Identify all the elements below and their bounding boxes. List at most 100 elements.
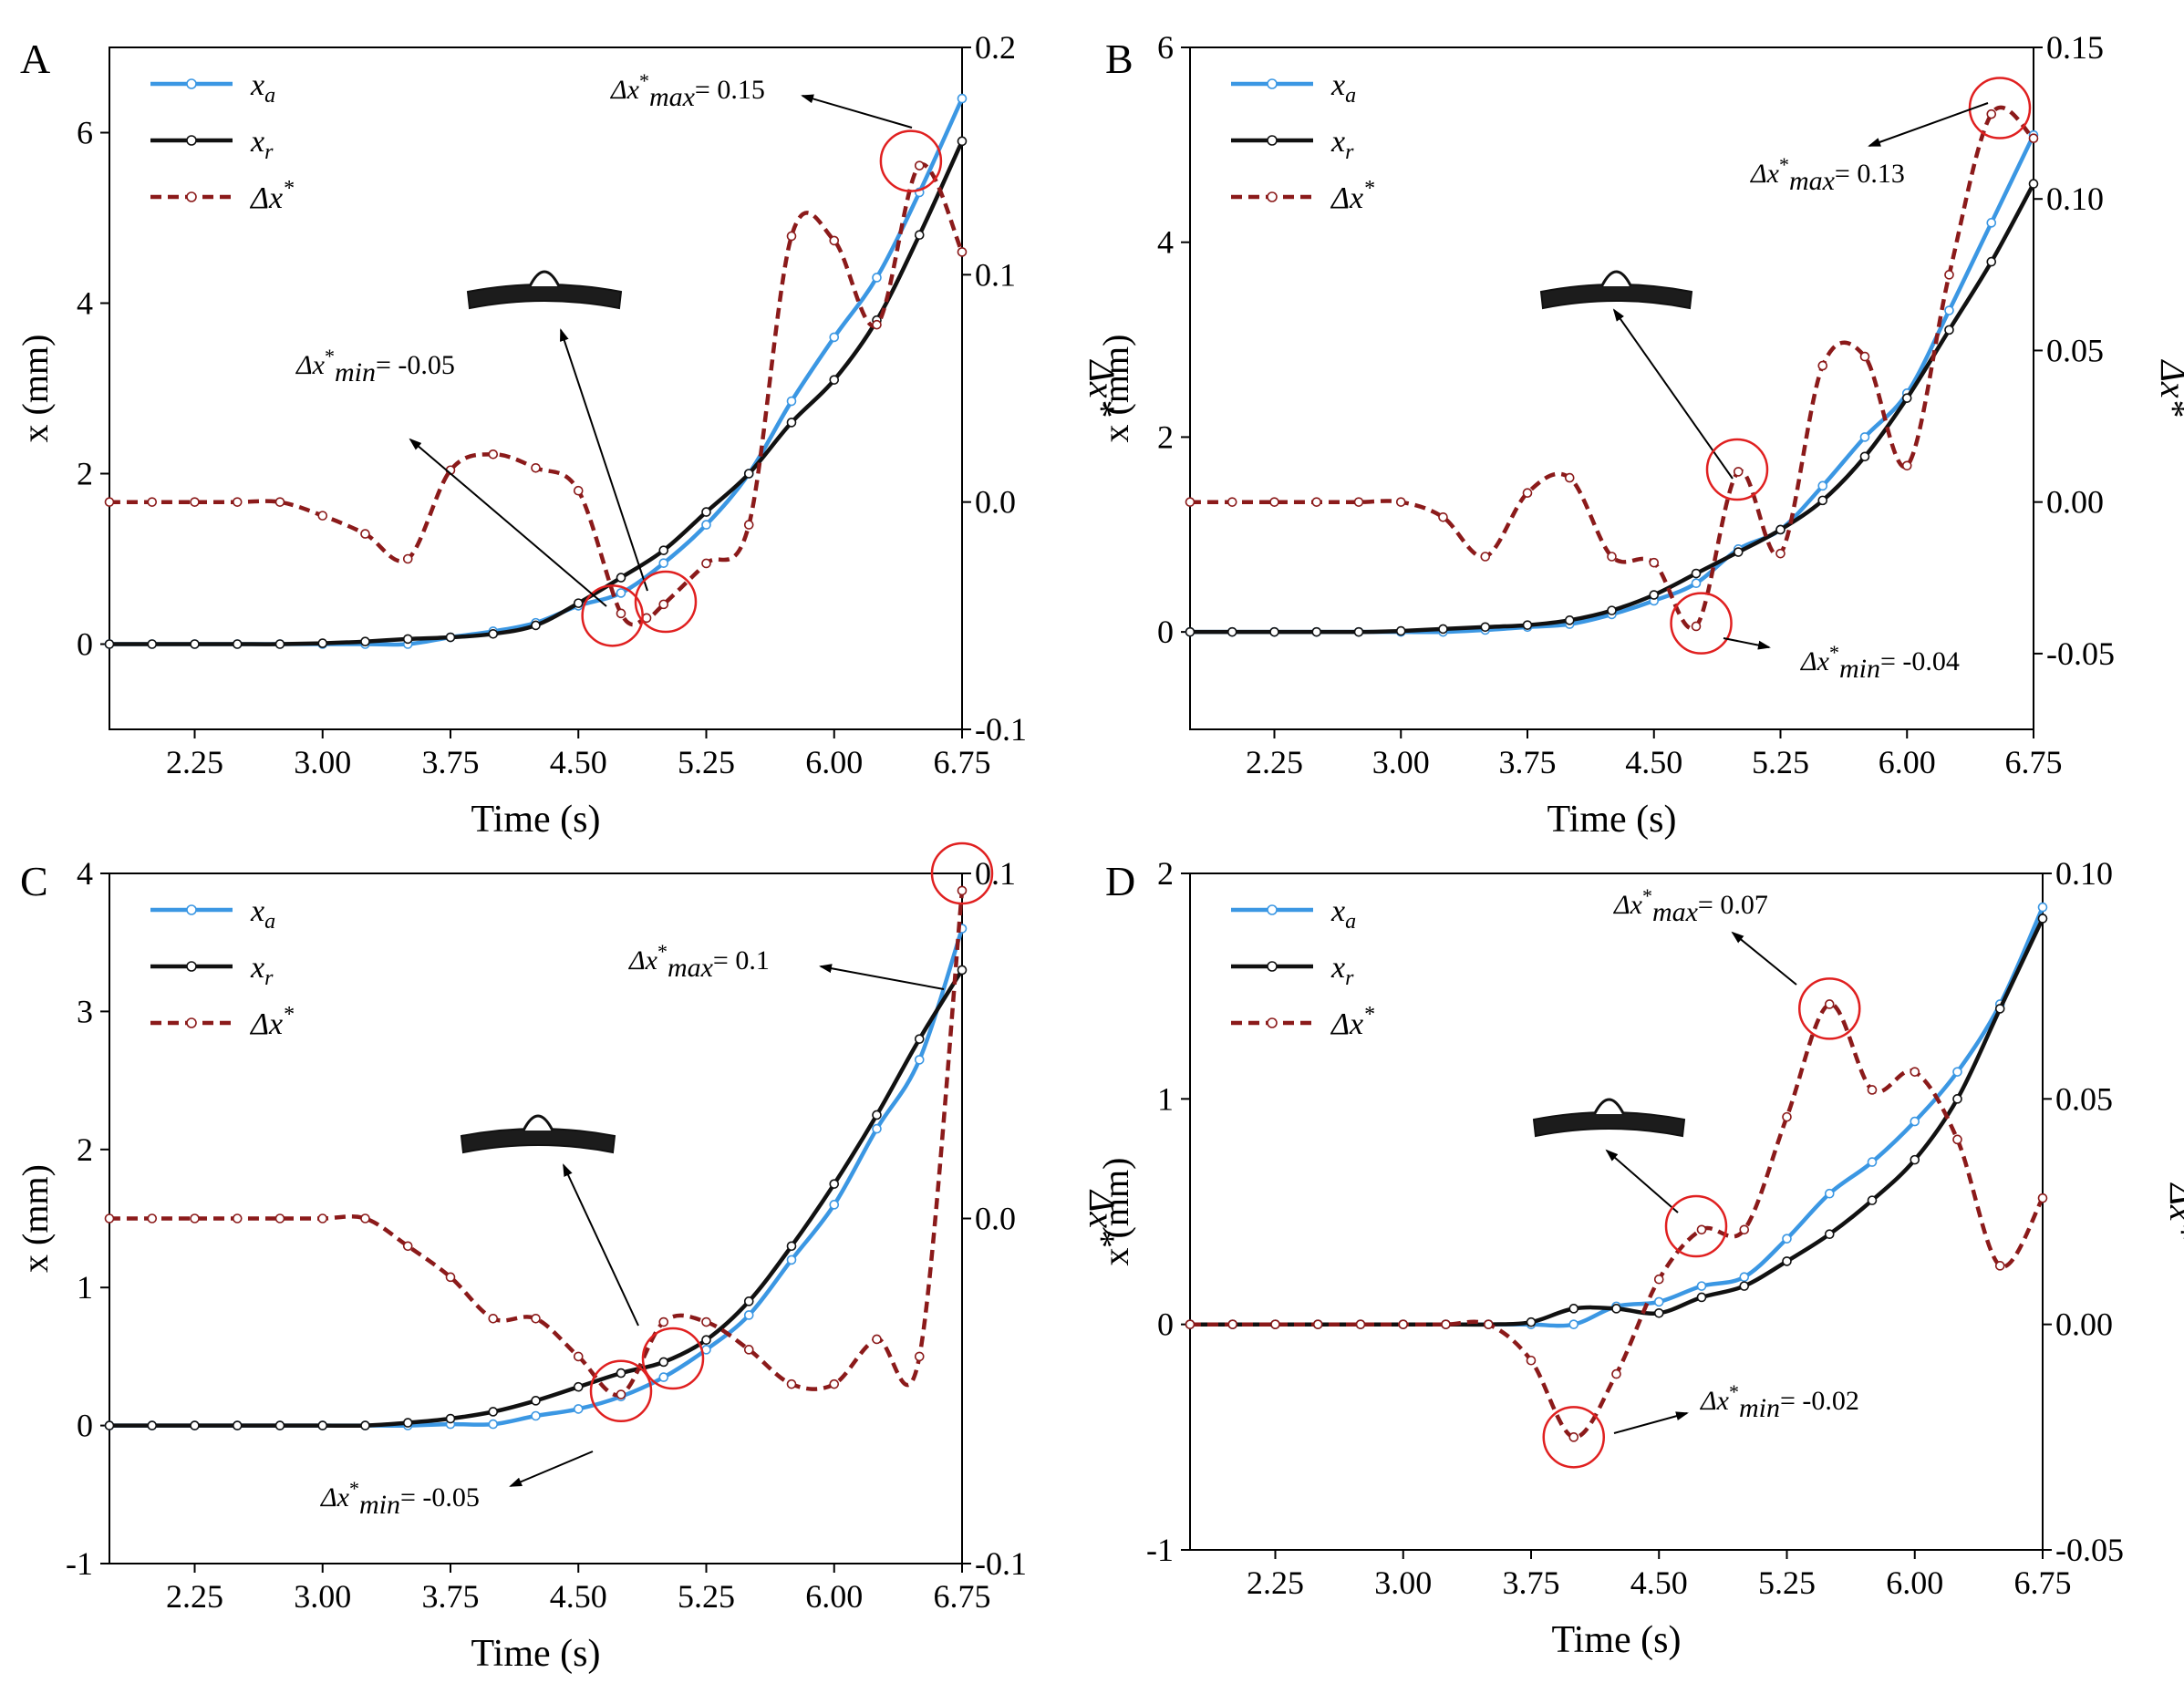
y2-axis-label: Δx*: [1082, 358, 1123, 416]
x-tick-label: 6.00: [805, 744, 863, 780]
x-tick-label: 2.25: [1246, 744, 1303, 780]
series-line-0: [109, 927, 965, 1428]
legend-label: Δx*: [1330, 1003, 1374, 1041]
data-point: [1739, 1224, 1750, 1235]
data-point: [1901, 460, 1912, 471]
x-tick-label: 3.00: [1374, 1564, 1432, 1601]
data-point: [531, 462, 541, 473]
droplet-icon: [1600, 270, 1632, 287]
data-point: [743, 1345, 754, 1355]
data-point: [531, 1396, 541, 1406]
data-point: [914, 1055, 925, 1065]
y-axis-label: x (mm): [15, 335, 56, 443]
data-point: [1901, 393, 1912, 403]
highlight-circle-photo: [1705, 438, 1769, 501]
data-point: [829, 1179, 840, 1189]
data-point: [1480, 622, 1491, 633]
legend-marker: [1267, 1017, 1278, 1028]
panel-c: C 2.25 3.00 3.75 4.50 5.25 6.00 6.75 -1 0 1 2 3 4 -0.1…: [15, 842, 1123, 1675]
specimen-photo: [466, 284, 623, 310]
x-tick-label: 4.50: [1625, 744, 1682, 780]
data-point: [147, 1213, 158, 1224]
x-tick-label: 3.75: [422, 1578, 480, 1615]
data-point: [957, 136, 968, 147]
x-tick-label: 4.50: [1630, 1564, 1688, 1601]
y-axis-label: x (mm): [1095, 1158, 1136, 1266]
data-point: [1986, 256, 1997, 267]
y-tick-label: 0: [77, 1408, 93, 1444]
data-point: [1526, 1355, 1537, 1366]
data-point: [190, 1213, 200, 1224]
x-tick-label: 5.25: [1752, 744, 1809, 780]
data-point: [274, 497, 285, 507]
data-point: [488, 628, 499, 639]
data-point: [1607, 552, 1617, 562]
data-point: [1568, 1432, 1579, 1442]
x-tick-label: 5.25: [678, 1578, 735, 1615]
data-point: [1910, 1154, 1920, 1165]
data-point: [1611, 1368, 1621, 1379]
legend-label: xr: [1330, 951, 1354, 990]
data-point: [1607, 605, 1617, 615]
data-point: [2028, 179, 2039, 189]
y-tick-label: 6: [1157, 29, 1174, 66]
data-point: [1867, 1157, 1878, 1167]
data-point: [2037, 1193, 2048, 1203]
annotation-arrow: [1731, 931, 1797, 986]
x-tick-label: 4.50: [550, 1578, 607, 1615]
panel-d: D 2.25 3.00 3.75 4.50 5.25 6.00 6.75 -1 0 1 2 -0.05 0…: [1095, 855, 2184, 1661]
data-point: [1568, 1304, 1579, 1314]
data-point: [317, 1213, 328, 1224]
x-axis-label: Time (s): [1552, 1619, 1682, 1661]
y2-tick-label: 0.0: [975, 484, 1016, 521]
data-point: [914, 1351, 925, 1362]
data-point: [1782, 1234, 1792, 1244]
x-tick-label: 3.75: [1499, 744, 1557, 780]
data-point: [1733, 547, 1744, 557]
data-point: [274, 1213, 285, 1224]
data-point: [1480, 552, 1491, 562]
highlight-circle-photo: [1664, 1194, 1728, 1258]
data-point: [1859, 351, 1870, 362]
data-point: [1782, 1256, 1792, 1266]
series-line-1: [109, 139, 965, 646]
series-line-2: [109, 890, 965, 1398]
x-tick-label: 3.00: [1372, 744, 1430, 780]
data-point: [1691, 568, 1702, 579]
data-point: [488, 1407, 499, 1417]
data-point: [1782, 1111, 1792, 1122]
data-point: [274, 1420, 285, 1430]
highlight-circle: [589, 1359, 653, 1422]
y2-axis-label: Δx*: [2153, 358, 2184, 416]
data-point: [1564, 472, 1575, 483]
data-point: [1775, 524, 1785, 535]
data-point: [531, 1313, 541, 1324]
data-point: [1824, 1229, 1835, 1240]
data-point: [1483, 1319, 1494, 1329]
data-point: [1611, 1304, 1621, 1314]
y-tick-label: 4: [1157, 224, 1174, 261]
legend-label: xa: [1330, 894, 1356, 934]
x-tick-label: 3.75: [422, 744, 480, 780]
data-point: [658, 558, 669, 568]
y-tick-label: 2: [1157, 418, 1174, 455]
x-tick-label: 6.00: [1879, 744, 1936, 780]
legend-label: Δx*: [1330, 177, 1374, 215]
data-point: [1649, 590, 1660, 600]
data-point: [829, 1378, 840, 1389]
data-point: [1910, 1067, 1920, 1077]
data-point: [1739, 1272, 1750, 1283]
data-point: [616, 1389, 626, 1399]
highlight-circle: [930, 842, 994, 905]
data-point: [1952, 1067, 1962, 1077]
data-point: [1438, 511, 1448, 522]
data-point: [1859, 451, 1870, 462]
y2-tick-label: 0.05: [2046, 332, 2104, 368]
legend-marker: [1267, 135, 1278, 146]
y-tick-label: 2: [77, 1131, 93, 1168]
data-point: [616, 573, 626, 583]
annotation-label: Δx*min= -0.05: [320, 1477, 480, 1520]
data-point: [914, 1034, 925, 1044]
data-point: [1441, 1319, 1451, 1329]
x-tick-label: 3.75: [1503, 1564, 1560, 1601]
